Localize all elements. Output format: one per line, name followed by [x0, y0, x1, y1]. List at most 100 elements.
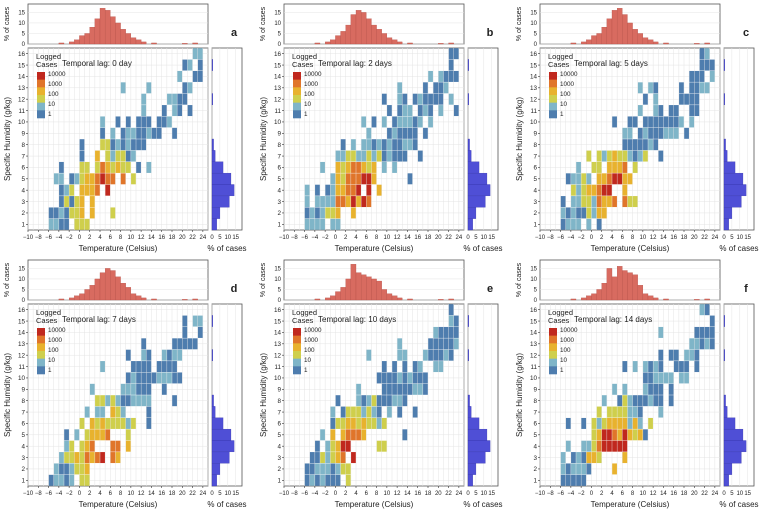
heatmap-plot [26, 303, 209, 488]
x-tick-label: −6 [45, 491, 53, 497]
side-histogram: 0 5 10 15 % of cases [719, 303, 759, 509]
legend-swatch [37, 335, 45, 344]
heatmap-cell [74, 196, 80, 208]
heatmap-cell [571, 173, 576, 185]
heatmap-cell [366, 173, 372, 185]
x-axis-label: Temperature (Celsius) [79, 500, 158, 509]
heatmap-cell [356, 150, 361, 162]
heatmap-cell [335, 463, 341, 475]
legend-title: Cases [548, 60, 570, 69]
side-hist-bar [467, 218, 473, 231]
heatmap-cell [361, 161, 367, 173]
top-hist-bar [94, 18, 101, 45]
panel-letter: f [744, 283, 748, 295]
heatmap-cell [637, 417, 643, 429]
heatmap-cell [64, 429, 69, 441]
top-hist-bar [115, 276, 121, 301]
x-tick-label: 4 [354, 235, 358, 241]
heatmap-cell [448, 315, 454, 327]
side-histogram: 0 5 10 15 % of cases [207, 47, 247, 253]
top-hist-bar [110, 270, 116, 301]
x-tick-label: −8 [547, 235, 555, 241]
x-tick-label: 10 [384, 491, 391, 497]
heatmap-cell [591, 207, 597, 219]
side-hist-axis-label: % of cases [207, 244, 246, 253]
heatmap-cell [668, 127, 674, 139]
heatmap-cell [658, 150, 664, 162]
top-hist-bar [89, 285, 96, 301]
top-hist-bar [345, 278, 352, 301]
heatmap-cell [453, 70, 459, 82]
heatmap-cell [187, 105, 193, 117]
heatmap-cell [100, 139, 105, 151]
top-hist-bar [704, 298, 710, 301]
side-hist-bar [723, 463, 733, 475]
heatmap-cell [648, 139, 653, 151]
heatmap-cell [607, 184, 612, 196]
heatmap-cell [84, 429, 90, 441]
legend-level: 100 [560, 347, 571, 354]
heatmap-cell [565, 173, 571, 185]
panel-svg: −10 −8 −6 −4 −2 0 2 4 6 8 10 12 14 16 18 20 22 2412345678… [3, 3, 247, 253]
top-hist-bar [632, 29, 638, 45]
heatmap-cell [356, 429, 361, 441]
heatmap-cell [679, 82, 684, 94]
x-tick-label: −2 [322, 491, 330, 497]
heatmap-cell [187, 338, 193, 350]
heatmap-cell [136, 127, 141, 139]
x-tick-label: 2 [344, 491, 348, 497]
heatmap-cell [627, 429, 633, 441]
legend-level: 1000 [560, 337, 575, 344]
heatmap-cell [120, 417, 126, 429]
heatmap-cell [565, 417, 571, 429]
heatmap-cell [330, 184, 336, 196]
side-hist-tick-label: 5 [474, 235, 478, 241]
heatmap-cell [366, 127, 372, 139]
heatmap-cell [581, 452, 587, 464]
heatmap-cell [689, 70, 695, 82]
top-hist-bar [355, 272, 362, 301]
lag-label: Temporal lag: 0 day [62, 59, 132, 68]
top-hist-bar [632, 274, 638, 301]
top-hist-bar [324, 297, 331, 301]
heatmap-cell [565, 207, 571, 219]
x-tick-label: 20 [691, 235, 698, 241]
top-hist-bar [135, 295, 142, 301]
x-tick-label: 10 [384, 235, 391, 241]
heatmap-cell [161, 349, 167, 361]
top-hist-bar [391, 295, 398, 301]
heatmap-cell [632, 429, 638, 441]
heatmap-plot [538, 47, 721, 232]
legend-swatch [37, 72, 45, 80]
heatmap-cell [586, 452, 592, 464]
heatmap-cell [596, 161, 602, 173]
heatmap-cell [596, 207, 602, 219]
lag-label: Temporal lag: 5 days [574, 59, 648, 68]
heatmap-cell [607, 429, 612, 441]
heatmap-cell [407, 105, 413, 117]
top-hist-tick-label: 10 [274, 277, 281, 283]
top-hist-axis-label: % of cases [4, 6, 11, 41]
x-tick-label: 16 [414, 235, 421, 241]
heatmap-cell [617, 429, 623, 441]
heatmap-cell [438, 93, 444, 105]
legend-swatch [293, 110, 301, 119]
heatmap-cell [330, 218, 336, 230]
heatmap-cell [402, 127, 408, 139]
heatmap-cell [596, 173, 602, 185]
heatmap-cell [340, 184, 346, 196]
top-hist-bar [151, 298, 157, 301]
heatmap-cell [335, 196, 341, 208]
heatmap-cell [617, 150, 623, 162]
heatmap-cell [668, 105, 674, 117]
heatmap-cell [428, 105, 433, 117]
heatmap-cell [79, 417, 85, 429]
panel-letter: e [487, 283, 493, 295]
heatmap-cell [79, 196, 85, 208]
heatmap-cell [89, 452, 95, 464]
top-hist-tick-label: 5 [278, 32, 282, 38]
x-tick-label: −6 [301, 235, 309, 241]
heatmap-cell [69, 184, 75, 196]
heatmap-cell [340, 452, 346, 464]
